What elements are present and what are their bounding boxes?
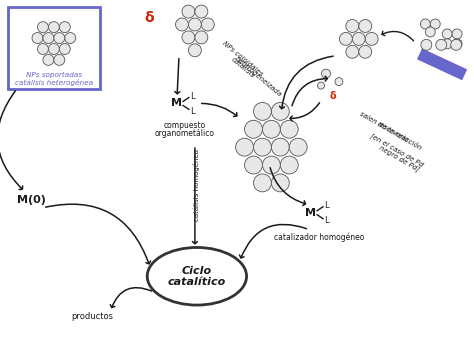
Text: [en el caso de Pd: [en el caso de Pd xyxy=(369,132,424,168)
Circle shape xyxy=(175,18,189,31)
Circle shape xyxy=(346,20,359,32)
Circle shape xyxy=(359,45,372,58)
Ellipse shape xyxy=(147,247,246,305)
Text: L: L xyxy=(324,201,328,210)
Text: Ciclo: Ciclo xyxy=(182,266,212,276)
Circle shape xyxy=(272,174,289,192)
Circle shape xyxy=(32,32,43,44)
Text: catalítico: catalítico xyxy=(168,277,226,287)
Circle shape xyxy=(37,22,48,32)
Circle shape xyxy=(346,45,359,58)
Text: NPs coloidales: NPs coloidales xyxy=(222,40,264,77)
Text: catálisis heterogénea: catálisis heterogénea xyxy=(15,79,93,86)
Circle shape xyxy=(59,22,70,32)
Circle shape xyxy=(54,32,65,44)
Text: L: L xyxy=(190,92,194,101)
Circle shape xyxy=(48,44,59,54)
Circle shape xyxy=(272,138,289,156)
Circle shape xyxy=(182,5,195,18)
Circle shape xyxy=(318,82,325,89)
Bar xyxy=(419,50,466,79)
Circle shape xyxy=(43,54,54,65)
Circle shape xyxy=(189,18,201,31)
Circle shape xyxy=(201,18,214,31)
Circle shape xyxy=(245,156,263,174)
Text: δ: δ xyxy=(145,11,154,25)
Circle shape xyxy=(37,44,48,54)
Circle shape xyxy=(451,40,462,50)
Circle shape xyxy=(289,138,307,156)
Circle shape xyxy=(359,20,372,32)
Text: M: M xyxy=(305,208,316,218)
Circle shape xyxy=(263,156,280,174)
Circle shape xyxy=(48,22,59,32)
Circle shape xyxy=(425,27,435,37)
Circle shape xyxy=(452,29,462,39)
Text: NPs soportadas: NPs soportadas xyxy=(26,72,82,78)
Text: M(0): M(0) xyxy=(17,195,46,205)
Text: organometálico: organometálico xyxy=(155,129,215,138)
Circle shape xyxy=(43,32,54,44)
Text: productos: productos xyxy=(72,313,114,321)
Circle shape xyxy=(339,32,352,45)
Circle shape xyxy=(280,120,298,138)
Circle shape xyxy=(280,156,298,174)
Circle shape xyxy=(430,19,440,29)
Circle shape xyxy=(421,40,432,50)
Circle shape xyxy=(365,32,378,45)
Text: L: L xyxy=(190,107,194,116)
Circle shape xyxy=(59,44,70,54)
Circle shape xyxy=(195,5,208,18)
Circle shape xyxy=(352,32,365,45)
Text: catalizador homogéneo: catalizador homogéneo xyxy=(274,233,364,242)
Circle shape xyxy=(254,174,272,192)
Text: M: M xyxy=(171,98,182,108)
Circle shape xyxy=(442,29,452,39)
Text: δ: δ xyxy=(329,91,336,100)
Circle shape xyxy=(436,40,447,50)
Circle shape xyxy=(189,44,201,57)
Text: L: L xyxy=(324,216,328,225)
Circle shape xyxy=(182,31,195,44)
Circle shape xyxy=(195,31,208,44)
Text: negro de Pd]: negro de Pd] xyxy=(378,144,421,173)
Circle shape xyxy=(245,120,263,138)
Circle shape xyxy=(442,39,452,49)
Bar xyxy=(8,7,100,89)
Circle shape xyxy=(272,102,289,120)
Circle shape xyxy=(335,78,343,86)
Circle shape xyxy=(452,39,462,49)
Text: compuesto: compuesto xyxy=(164,121,206,130)
Circle shape xyxy=(236,138,254,156)
Text: reservorio: reservorio xyxy=(377,120,410,143)
Text: salen de la reacción: salen de la reacción xyxy=(359,111,422,151)
Circle shape xyxy=(254,138,272,156)
Text: catálisis homogénea: catálisis homogénea xyxy=(193,149,201,221)
Circle shape xyxy=(321,69,330,78)
Circle shape xyxy=(254,102,272,120)
Text: heterogeneizada: heterogeneizada xyxy=(234,55,283,98)
Circle shape xyxy=(263,120,280,138)
Circle shape xyxy=(420,19,430,29)
Circle shape xyxy=(65,32,76,44)
Text: catálisis: catálisis xyxy=(230,56,255,79)
Circle shape xyxy=(54,54,65,65)
